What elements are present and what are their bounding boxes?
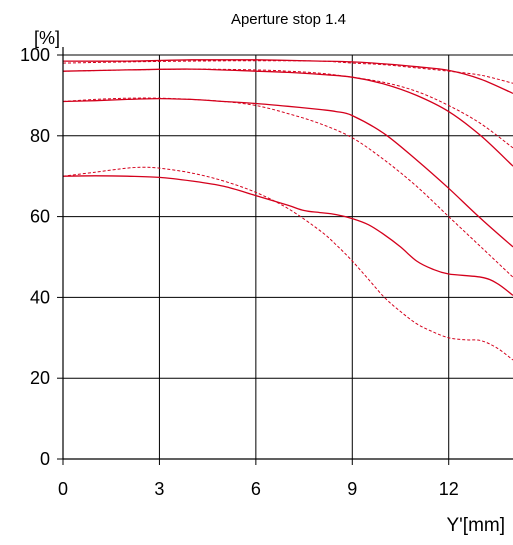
y-tick-label-40: 40 [30,287,50,307]
series-line-5-solid [62,97,513,248]
y-axis-label: [%] [34,28,61,48]
series-line-4-dashed [62,68,513,149]
series-line-2-dashed [62,60,513,84]
chart-title: Aperture stop 1.4 [230,11,347,28]
y-tick-label-80: 80 [30,126,50,146]
x-axis-label: Y'[mm] [446,515,505,536]
series-line-6-dashed [62,97,513,278]
axes [57,47,513,465]
y-tick-label-0: 0 [40,449,50,469]
series-line-7-solid [62,175,513,296]
y-tick-label-60: 60 [30,207,50,227]
tick-labels: 0 20 40 60 80 100 0 3 6 9 12 [20,45,459,499]
y-tick-label-100: 100 [20,45,50,65]
series-group [62,59,513,361]
x-tick-label-6: 6 [251,479,261,499]
x-tick-label-3: 3 [154,479,164,499]
grid [63,54,513,459]
y-tick-label-20: 20 [30,368,50,388]
x-tick-label-12: 12 [439,479,459,499]
series-line-3-solid [62,68,513,167]
series-line-8-dashed [62,166,513,361]
x-tick-label-0: 0 [58,479,68,499]
series-line-1-solid [62,59,513,94]
x-tick-label-9: 9 [347,479,357,499]
